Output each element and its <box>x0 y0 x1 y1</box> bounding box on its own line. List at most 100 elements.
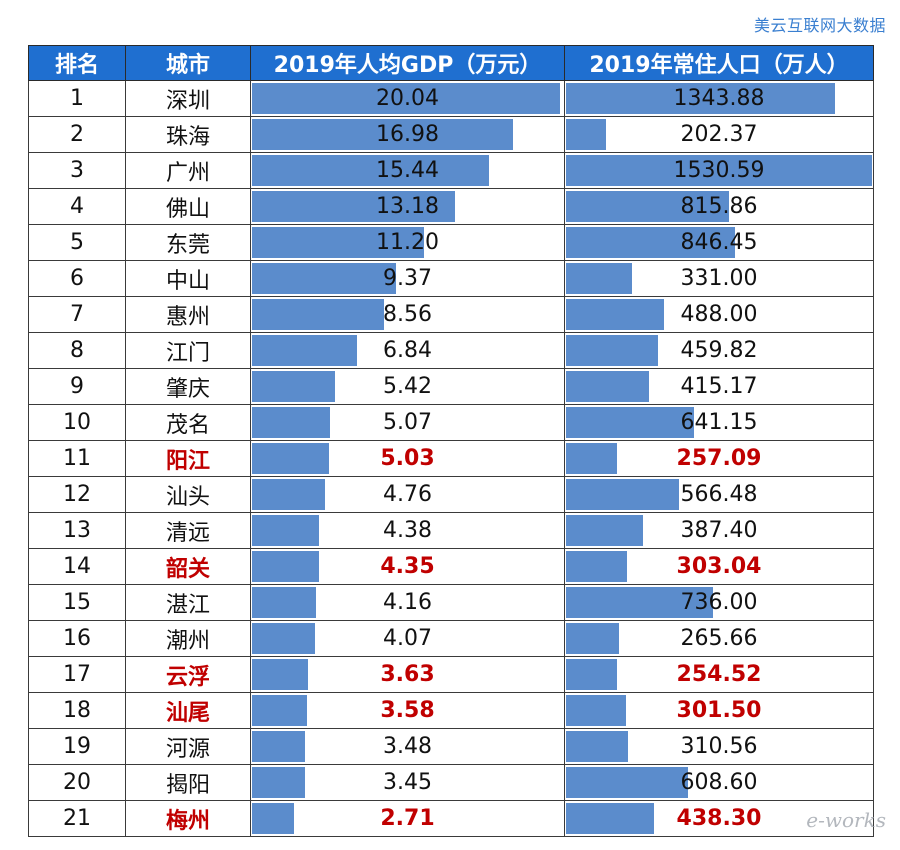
population-value: 1343.88 <box>673 86 765 111</box>
population-cell: 1530.59 <box>564 152 874 189</box>
population-bar <box>566 731 628 762</box>
population-cell: 846.45 <box>564 224 874 261</box>
population-cell: 488.00 <box>564 296 874 333</box>
population-cell: 257.09 <box>564 440 874 477</box>
gdp-cell: 3.58 <box>250 692 565 729</box>
gdp-value: 11.20 <box>376 230 439 255</box>
gdp-cell: 4.16 <box>250 584 565 621</box>
rank-cell: 6 <box>28 260 126 297</box>
gdp-value: 4.76 <box>383 482 432 507</box>
city-cell: 潮州 <box>125 620 251 657</box>
rank-cell: 5 <box>28 224 126 261</box>
gdp-bar <box>252 587 316 618</box>
population-cell: 331.00 <box>564 260 874 297</box>
table-row: 4 佛山 13.18 815.86 <box>28 188 874 225</box>
gdp-value: 4.35 <box>380 554 435 579</box>
population-bar <box>566 407 694 438</box>
header-city: 城市 <box>125 45 251 81</box>
city-cell: 珠海 <box>125 116 251 153</box>
population-bar <box>566 443 617 474</box>
gdp-bar <box>252 515 319 546</box>
population-cell: 608.60 <box>564 764 874 801</box>
table-row: 7 惠州 8.56 488.00 <box>28 296 874 333</box>
population-bar <box>566 335 658 366</box>
gdp-bar <box>252 695 307 726</box>
table-row: 21 梅州 2.71 438.30 <box>28 800 874 837</box>
table-row: 19 河源 3.48 310.56 <box>28 728 874 765</box>
gdp-value: 6.84 <box>383 338 432 363</box>
population-value: 608.60 <box>680 770 758 795</box>
population-value: 815.86 <box>680 194 758 219</box>
header-population: 2019年常住人口（万人） <box>564 45 874 81</box>
gdp-value: 3.63 <box>380 662 435 687</box>
gdp-cell: 3.48 <box>250 728 565 765</box>
gdp-cell: 5.07 <box>250 404 565 441</box>
gdp-bar <box>252 803 294 834</box>
gdp-value: 3.58 <box>380 698 435 723</box>
population-value: 310.56 <box>680 734 758 759</box>
gdp-value: 8.56 <box>383 302 432 327</box>
gdp-bar <box>252 299 384 330</box>
city-cell: 梅州 <box>125 800 251 837</box>
city-cell: 云浮 <box>125 656 251 693</box>
gdp-bar <box>252 731 305 762</box>
population-bar <box>566 695 626 726</box>
city-cell: 惠州 <box>125 296 251 333</box>
gdp-bar <box>252 83 560 114</box>
rank-cell: 8 <box>28 332 126 369</box>
gdp-bar <box>252 263 396 294</box>
rank-cell: 1 <box>28 80 126 117</box>
gdp-value: 5.03 <box>380 446 435 471</box>
population-cell: 310.56 <box>564 728 874 765</box>
gdp-bar <box>252 191 455 222</box>
city-cell: 汕尾 <box>125 692 251 729</box>
population-bar <box>566 587 713 618</box>
gdp-cell: 11.20 <box>250 224 565 261</box>
gdp-value: 3.48 <box>383 734 432 759</box>
population-cell: 303.04 <box>564 548 874 585</box>
population-bar <box>566 83 835 114</box>
population-value: 415.17 <box>680 374 758 399</box>
rank-cell: 9 <box>28 368 126 405</box>
table-header-row: 排名 城市 2019年人均GDP（万元） 2019年常住人口（万人） <box>28 45 874 81</box>
gdp-cell: 5.42 <box>250 368 565 405</box>
rank-cell: 16 <box>28 620 126 657</box>
gdp-bar <box>252 443 329 474</box>
table-row: 5 东莞 11.20 846.45 <box>28 224 874 261</box>
rank-cell: 18 <box>28 692 126 729</box>
table-row: 2 珠海 16.98 202.37 <box>28 116 874 153</box>
rank-cell: 15 <box>28 584 126 621</box>
gdp-table: 排名 城市 2019年人均GDP（万元） 2019年常住人口（万人） 1 深圳 20… <box>28 45 874 837</box>
rank-cell: 7 <box>28 296 126 333</box>
population-value: 566.48 <box>680 482 758 507</box>
gdp-value: 4.38 <box>383 518 432 543</box>
gdp-bar <box>252 767 305 798</box>
header-rank: 排名 <box>28 45 126 81</box>
population-cell: 202.37 <box>564 116 874 153</box>
population-cell: 1343.88 <box>564 80 874 117</box>
gdp-value: 2.71 <box>380 806 435 831</box>
population-cell: 566.48 <box>564 476 874 513</box>
gdp-bar <box>252 479 325 510</box>
population-bar <box>566 263 632 294</box>
city-cell: 东莞 <box>125 224 251 261</box>
e-works-logo: e-works <box>806 808 886 832</box>
table-row: 10 茂名 5.07 641.15 <box>28 404 874 441</box>
city-cell: 湛江 <box>125 584 251 621</box>
source-label: 美云互联网大数据 <box>753 16 886 35</box>
population-bar <box>566 515 643 546</box>
gdp-cell: 4.35 <box>250 548 565 585</box>
city-cell: 深圳 <box>125 80 251 117</box>
gdp-cell: 15.44 <box>250 152 565 189</box>
rank-cell: 19 <box>28 728 126 765</box>
city-cell: 中山 <box>125 260 251 297</box>
gdp-value: 9.37 <box>383 266 432 291</box>
population-bar <box>566 803 654 834</box>
gdp-value: 3.45 <box>383 770 432 795</box>
table-row: 20 揭阳 3.45 608.60 <box>28 764 874 801</box>
gdp-cell: 13.18 <box>250 188 565 225</box>
gdp-cell: 2.71 <box>250 800 565 837</box>
population-cell: 415.17 <box>564 368 874 405</box>
gdp-bar <box>252 659 308 690</box>
population-value: 257.09 <box>676 446 762 471</box>
